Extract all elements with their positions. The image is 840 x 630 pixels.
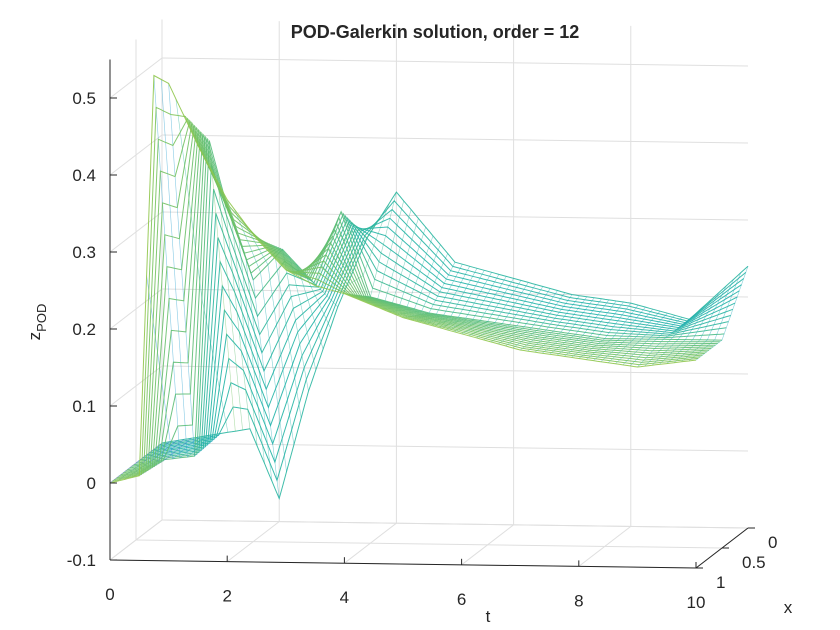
- grid-line-floor-t: [578, 526, 632, 567]
- z-tick-label: 0.5: [72, 89, 96, 108]
- surface-mesh-line: [109, 74, 697, 484]
- z-tick-label: 0.4: [72, 166, 96, 185]
- surface-mesh-line: [142, 213, 729, 459]
- z-tick-label: -0.1: [67, 551, 96, 570]
- surface-mesh-line: [380, 235, 434, 309]
- t-axis-line: [109, 559, 697, 569]
- grid-line-back-z: [161, 134, 749, 144]
- z-axis-label-sub: POD: [34, 304, 49, 332]
- grid-line-back-z: [161, 288, 749, 298]
- z-tick-label: 0.1: [72, 397, 96, 416]
- z-tick-label: 0: [87, 474, 96, 493]
- surface-mesh-line: [120, 125, 707, 476]
- chart-title: POD-Galerkin solution, order = 12: [291, 22, 580, 42]
- t-tick-label: 0: [105, 585, 114, 604]
- grid-layer: [109, 19, 749, 569]
- surface-mesh-line: [373, 227, 426, 306]
- grid-line-back-z: [161, 365, 749, 375]
- z-tick-label: 0.3: [72, 243, 96, 262]
- grid-line-floor-t: [461, 524, 514, 566]
- x-tick-label: 0.5: [742, 553, 766, 572]
- t-axis-label: t: [486, 607, 491, 626]
- grid-line-back-z: [161, 57, 749, 67]
- surface-mesh-line: [161, 79, 214, 458]
- grid-line-floor-t: [109, 519, 163, 561]
- x-axis-label: x: [784, 598, 793, 617]
- grid-line-back-z: [161, 211, 749, 221]
- surface-layer: [109, 74, 749, 501]
- t-tick-label: 10: [687, 593, 706, 612]
- grid-line-floor-x: [161, 519, 749, 529]
- z-axis-label: zPOD: [25, 304, 49, 341]
- surface-mesh-line: [118, 121, 705, 477]
- surface-mesh-line: [144, 219, 731, 457]
- t-tick-label: 8: [574, 591, 583, 610]
- grid-line-floor-t: [344, 522, 397, 564]
- z-tick-label: 0.2: [72, 320, 96, 339]
- grid-line-back-z: [161, 442, 749, 452]
- text-layer: POD-Galerkin solution, order = 12 t x zP…: [25, 22, 793, 626]
- t-tick-label: 6: [457, 590, 466, 609]
- grid-line-floor-x: [135, 539, 723, 549]
- x-tick-label: 0: [768, 533, 777, 552]
- t-tick-label: 4: [340, 588, 349, 607]
- grid-line-floor-t: [226, 521, 280, 562]
- z-axis-label-main: z: [25, 332, 44, 341]
- t-tick-label: 2: [222, 587, 231, 606]
- x-tick-label: 1: [716, 573, 725, 592]
